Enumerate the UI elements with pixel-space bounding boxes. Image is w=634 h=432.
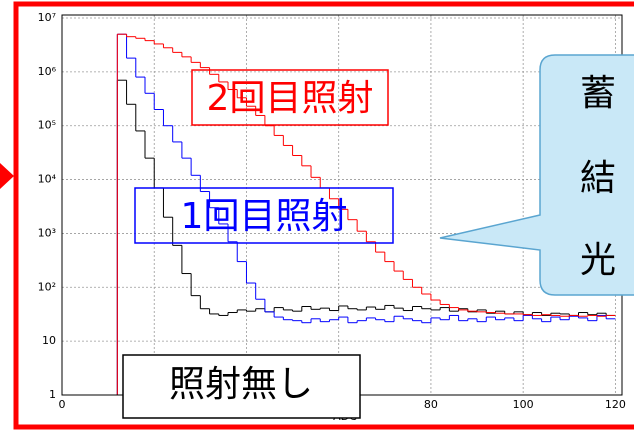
x-tick-label: 80	[424, 398, 438, 411]
arrow-tip	[0, 163, 14, 189]
y-tick-label: 1	[49, 388, 56, 401]
x-tick-label: 0	[59, 398, 66, 411]
x-tick-label: 100	[513, 398, 534, 411]
y-tick-label: 10²	[38, 280, 56, 293]
y-tick-label: 10⁴	[38, 173, 57, 186]
annotation-box	[134, 187, 394, 244]
x-tick-label: 120	[605, 398, 626, 411]
y-tick-label: 10⁶	[38, 65, 57, 78]
callout-text: 蓄	[580, 73, 616, 114]
callout	[439, 54, 634, 296]
y-tick-label: 10⁷	[38, 11, 56, 24]
y-tick-label: 10	[42, 334, 56, 347]
annotation-box	[122, 354, 361, 419]
callout-text: 結	[580, 158, 616, 199]
callout-text: 光	[580, 240, 616, 281]
annotation-text: 1回目照射	[181, 196, 348, 237]
annotation-text: 照射無し	[169, 364, 313, 405]
annotation-box	[191, 69, 389, 126]
y-tick-label: 10⁵	[38, 119, 56, 132]
y-tick-label: 10³	[38, 226, 56, 239]
annotation-text: 2回目照射	[207, 78, 374, 119]
slide-border	[13, 1, 634, 430]
